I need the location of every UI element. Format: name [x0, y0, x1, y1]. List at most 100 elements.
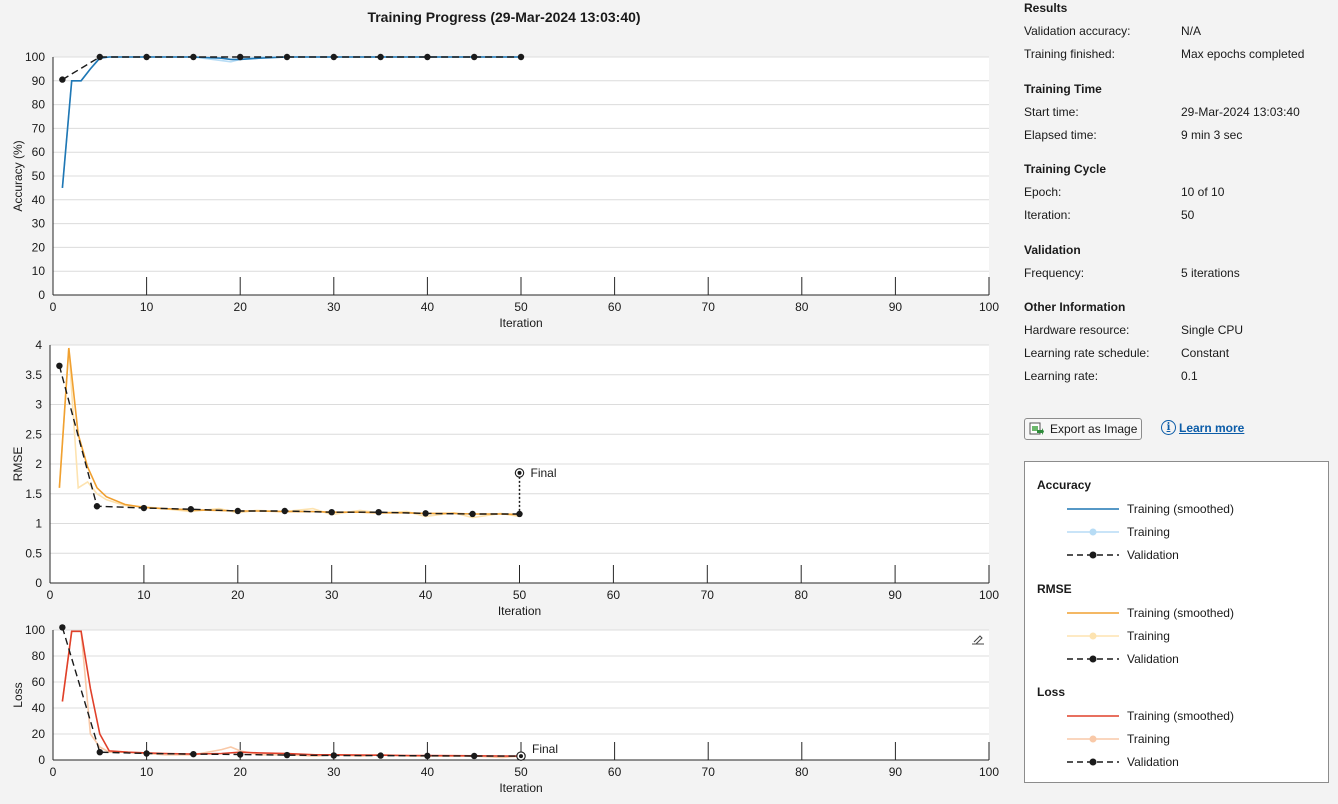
legend-accuracy-smoothed: Training (smoothed): [1067, 502, 1234, 516]
loss-xtick-label: 100: [979, 765, 999, 779]
loss-validation-point: [190, 750, 197, 758]
validation-heading: Validation: [1024, 243, 1081, 257]
loss-ytick-label: 40: [32, 701, 46, 715]
training-finished-label: Training finished:: [1024, 47, 1115, 61]
axes-toolbar-icon-path: [972, 635, 984, 645]
loss-ytick-label: 100: [25, 623, 45, 637]
rmse-xtick-label: 10: [137, 588, 151, 602]
accuracy-xtick-label: 10: [140, 300, 154, 314]
export-as-image-button[interactable]: Export as Image: [1024, 418, 1142, 440]
axes-toolbar-icon: [972, 635, 984, 645]
accuracy-xtick-label: 60: [608, 300, 622, 314]
learning-rate-schedule-value: Constant: [1181, 346, 1230, 360]
export-image-icon: [1029, 422, 1044, 435]
learning-rate-value: 0.1: [1181, 369, 1198, 383]
loss-xtick-label: 60: [608, 765, 622, 779]
rmse-xtick-label: 60: [607, 588, 621, 602]
legend-loss-validation: Validation: [1065, 754, 1305, 770]
rmse-validation-point: [328, 508, 335, 516]
accuracy-validation-point: [424, 53, 431, 61]
accuracy-ytick-label: 60: [32, 145, 46, 159]
rmse-validation-point: [281, 507, 288, 515]
rmse-validation-point: [187, 506, 195, 513]
rmse-xtick-label: 100: [979, 588, 999, 602]
accuracy-ytick-label: 0: [38, 288, 45, 302]
loss-validation-point: [471, 752, 478, 760]
accuracy-validation-point: [237, 53, 244, 61]
legend-loss-training: Training: [1065, 731, 1305, 747]
loss-xtick-label: 30: [327, 765, 341, 779]
accuracy-validation-point: [517, 53, 525, 61]
accuracy-ytick-label: 90: [32, 74, 46, 88]
accuracy-ytick-label: 40: [32, 193, 46, 207]
rmse-ytick-label: 1: [35, 517, 42, 531]
rmse-xlabel: Iteration: [498, 604, 541, 618]
loss-xtick-label: 20: [234, 765, 248, 779]
legend-rmse-training: Training: [1065, 628, 1305, 644]
rmse-validation-point: [234, 507, 241, 515]
epoch-label: Epoch:: [1024, 185, 1062, 199]
accuracy-validation-point: [143, 53, 150, 61]
rmse-validation-point: [93, 503, 101, 510]
loss-ytick-label: 60: [32, 675, 46, 689]
rmse-xtick-label: 90: [888, 588, 902, 602]
rmse-final-marker-dot: [517, 470, 522, 475]
start-time-value: 29-Mar-2024 13:03:40: [1181, 105, 1300, 119]
rmse-validation-point: [56, 362, 63, 370]
loss-validation-point: [330, 752, 337, 759]
legend-accuracy-validation: Validation: [1065, 547, 1305, 563]
legend-rmse-validation: Validation: [1065, 651, 1305, 667]
legend-panel: Accuracy Training (smoothed) Training Va…: [1024, 461, 1329, 783]
training-cycle-heading: Training Cycle: [1024, 162, 1107, 176]
training-finished-value: Max epochs completed: [1181, 47, 1305, 61]
rmse-xtick-label: 70: [701, 588, 715, 602]
rmse-xtick-label: 80: [795, 588, 809, 602]
loss-plot-area: [53, 630, 989, 760]
accuracy-validation-point: [471, 53, 478, 61]
accuracy-ytick-label: 50: [32, 169, 46, 183]
rmse-validation-point: [469, 510, 476, 518]
rmse-chart: 00.511.522.533.540 10 20 30 40 50 60 70 80 90 100I…: [11, 338, 999, 618]
validation-accuracy-value: N/A: [1181, 24, 1202, 38]
elapsed-time-label: Elapsed time:: [1024, 128, 1097, 142]
loss-xtick-label: 80: [795, 765, 809, 779]
legend-loss-heading: Loss: [1037, 685, 1066, 699]
accuracy-validation-point: [190, 53, 197, 61]
learning-rate-schedule-label: Learning rate schedule:: [1024, 346, 1150, 360]
other-information-heading: Other Information: [1024, 300, 1126, 314]
training-time-heading: Training Time: [1024, 82, 1102, 96]
loss-xlabel: Iteration: [499, 781, 542, 795]
chart-title: Training Progress (29-Mar-2024 13:03:40): [367, 9, 641, 25]
rmse-ytick-label: 2: [35, 457, 42, 471]
accuracy-xtick-label: 90: [889, 300, 903, 314]
accuracy-xlabel: Iteration: [499, 316, 542, 330]
rmse-ytick-label: 0: [35, 576, 42, 590]
loss-ytick-label: 20: [32, 727, 46, 741]
accuracy-xtick-label: 70: [702, 300, 716, 314]
loss-final-marker-dot: [519, 754, 523, 759]
accuracy-ytick-label: 70: [32, 121, 46, 135]
rmse-ylabel: RMSE: [11, 447, 25, 482]
loss-validation-point: [143, 750, 150, 757]
loss-validation-point: [59, 624, 66, 631]
iteration-value: 50: [1181, 208, 1195, 222]
frequency-value: 5 iterations: [1181, 266, 1240, 280]
loss-ylabel: Loss: [11, 682, 25, 707]
loss-xtick-label: 10: [140, 765, 154, 779]
rmse-ytick-label: 1.5: [25, 487, 42, 501]
accuracy-xtick-label: 100: [979, 300, 999, 314]
legend-loss-smoothed: Training (smoothed): [1067, 709, 1234, 723]
accuracy-xtick-label: 40: [421, 300, 435, 314]
accuracy-validation-point: [377, 53, 384, 61]
loss-xtick-label: 90: [889, 765, 903, 779]
rmse-ytick-label: 2.5: [25, 427, 42, 441]
rmse-validation-point: [140, 504, 148, 512]
rmse-xtick-label: 50: [513, 588, 527, 602]
accuracy-xtick-label: 0: [50, 300, 57, 314]
loss-chart: 0 20 40 60 80 100 0 10 20 30 40 50 60 70 80 90 100 Iterat…: [11, 623, 999, 795]
loss-validation-point: [424, 752, 431, 760]
rmse-ytick-label: 0.5: [25, 546, 42, 560]
legend-accuracy-training: Training: [1065, 524, 1305, 540]
learn-more-link[interactable]: i Learn more: [1161, 420, 1244, 435]
